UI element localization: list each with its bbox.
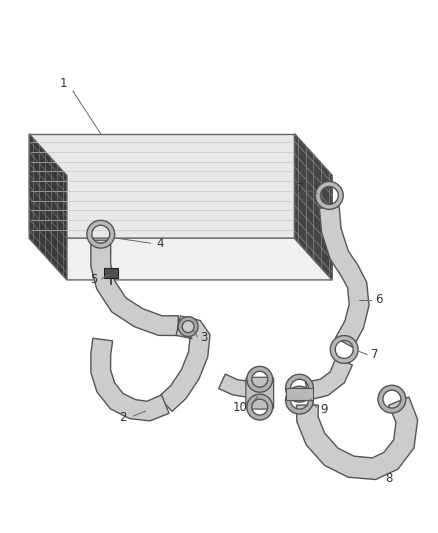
Text: 6: 6 [375, 293, 383, 306]
Text: 5: 5 [90, 273, 98, 286]
Polygon shape [219, 374, 249, 397]
Polygon shape [29, 134, 294, 238]
Text: 9: 9 [321, 402, 328, 416]
Wedge shape [330, 336, 358, 364]
Wedge shape [178, 317, 198, 336]
Text: 10: 10 [233, 401, 247, 414]
Text: 1: 1 [59, 77, 67, 90]
Bar [286, 388, 314, 400]
Wedge shape [315, 182, 343, 209]
Wedge shape [286, 386, 314, 414]
Polygon shape [159, 316, 210, 411]
Polygon shape [91, 240, 178, 336]
Polygon shape [91, 338, 169, 421]
Text: 3: 3 [201, 331, 208, 344]
Wedge shape [378, 385, 406, 413]
Polygon shape [294, 134, 332, 280]
Polygon shape [294, 134, 332, 280]
Bar [104, 268, 118, 278]
Text: 4: 4 [157, 237, 164, 249]
Text: 8: 8 [385, 472, 392, 485]
Polygon shape [297, 397, 418, 480]
Wedge shape [247, 366, 273, 392]
Text: 7: 7 [296, 182, 303, 195]
Wedge shape [87, 220, 115, 248]
Text: 7: 7 [371, 348, 379, 361]
Polygon shape [29, 238, 332, 280]
Text: 2: 2 [119, 410, 127, 424]
Polygon shape [319, 206, 369, 348]
Wedge shape [247, 394, 273, 420]
FancyBboxPatch shape [246, 377, 274, 409]
Wedge shape [286, 374, 314, 402]
Polygon shape [29, 134, 67, 280]
Polygon shape [305, 358, 353, 400]
